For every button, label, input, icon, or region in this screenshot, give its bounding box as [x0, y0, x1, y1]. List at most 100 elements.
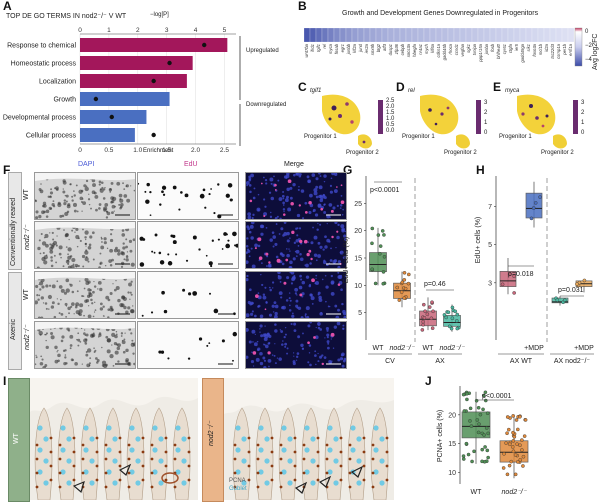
data-point: [461, 392, 466, 397]
data-point: [513, 472, 518, 477]
merge-nucleus: [280, 252, 283, 255]
nucleus: [50, 305, 55, 309]
nucleus: [50, 259, 53, 262]
data-point: [501, 466, 506, 470]
gene-label: btg2: [376, 43, 381, 52]
merge-nucleus: [295, 239, 300, 243]
nucleus: [92, 258, 95, 261]
merge-nucleus: [264, 325, 266, 327]
goblet-cell: [175, 447, 181, 453]
nucleus: [103, 237, 107, 241]
merge-nucleus: [309, 262, 312, 265]
nucleus: [120, 265, 124, 268]
merge-nucleus: [277, 270, 281, 275]
col-label-edu: EdU: [184, 161, 198, 168]
merge-nucleus: [262, 295, 267, 300]
nucleus: [101, 186, 104, 190]
merge-nucleus: [296, 352, 300, 355]
nucleus: [105, 295, 110, 300]
nucleus: [110, 233, 113, 236]
merge-nucleus: [254, 243, 258, 248]
merge-nucleus: [321, 354, 324, 357]
edu-spot: [202, 188, 206, 192]
nucleus: [114, 350, 119, 355]
merge-nucleus: [268, 263, 272, 267]
nucleus: [88, 243, 92, 247]
merge-nucleus: [315, 274, 318, 277]
merge-nucleus: [271, 304, 275, 308]
gene-label: fosab: [334, 43, 339, 54]
data-point: [511, 439, 516, 443]
nucleus: [62, 349, 66, 353]
gene-label: sik1: [526, 44, 531, 51]
edu-spot: [151, 250, 154, 253]
merge-nucleus: [324, 337, 326, 339]
data-point: [381, 270, 386, 274]
merge-nucleus: [263, 337, 268, 342]
microscopy-texture: [34, 172, 136, 220]
villus: [80, 407, 99, 500]
nucleus: [55, 244, 58, 247]
merge-nucleus: [262, 293, 266, 296]
goblet-cell: [106, 469, 112, 475]
data-point: [538, 195, 542, 199]
pcna-nucleus: [256, 471, 260, 475]
nucleus: [125, 245, 129, 249]
merge-edu: [330, 332, 335, 337]
pcna-nucleus: [279, 457, 283, 461]
nucleus: [101, 360, 107, 365]
nucleus: [123, 194, 128, 198]
pcna-nucleus: [371, 485, 375, 489]
panel-label-c: C: [298, 80, 307, 94]
gene-label: rel: [322, 43, 327, 49]
panel-label-h: H: [476, 163, 485, 177]
data-point: [500, 282, 505, 287]
heatmap-cell: [381, 27, 389, 43]
merge-nucleus: [248, 288, 252, 292]
merge-nucleus: [291, 314, 295, 318]
panel-j-boxplot: 10 15 20 p<0.0001 WT nod2⁻/⁻ PCNA+ cells (%): [437, 386, 529, 496]
legend-tick-1: −2: [585, 43, 592, 49]
merge-nucleus: [255, 357, 260, 362]
nucleus: [119, 198, 122, 201]
goblet-cell: [181, 458, 187, 464]
merge-nucleus: [329, 184, 333, 187]
edu-spot: [192, 291, 198, 296]
goblet-cell: [152, 425, 158, 431]
merge-nucleus: [250, 236, 254, 240]
merge-nucleus: [307, 324, 311, 328]
data-point: [531, 206, 536, 210]
nucleus: [84, 342, 88, 345]
villus: [370, 407, 389, 500]
merge-edu: [290, 201, 294, 206]
ihc-image-nod2: [224, 378, 394, 500]
nucleus: [99, 307, 104, 311]
pcna-nucleus: [141, 464, 145, 468]
nucleus: [49, 243, 52, 246]
nucleus: [120, 332, 124, 335]
merge-nucleus: [326, 340, 330, 344]
pcna-nucleus: [164, 478, 168, 482]
merge-nucleus: [312, 226, 314, 229]
nucleus: [45, 339, 47, 342]
goblet-cell: [129, 447, 135, 453]
data-point: [515, 442, 519, 446]
merge-nucleus: [339, 251, 342, 254]
merge-nucleus: [286, 347, 289, 350]
nucleus: [111, 258, 114, 262]
pcna-nucleus: [118, 464, 122, 468]
umap-cluster-d: [420, 94, 481, 149]
goblet-cell: [106, 447, 112, 453]
data-point: [450, 305, 455, 310]
nucleus: [130, 262, 135, 267]
goblet-cell: [333, 458, 339, 464]
merge-edu: [276, 258, 281, 263]
microscopy-tile: [137, 172, 239, 220]
merge-nucleus: [325, 285, 329, 289]
nucleus: [93, 311, 96, 313]
goblet-cell: [235, 469, 241, 475]
pcna-nucleus: [58, 485, 62, 489]
merge-nucleus: [273, 301, 277, 305]
merge-nucleus: [247, 227, 251, 231]
goblet-cell: [112, 480, 118, 486]
